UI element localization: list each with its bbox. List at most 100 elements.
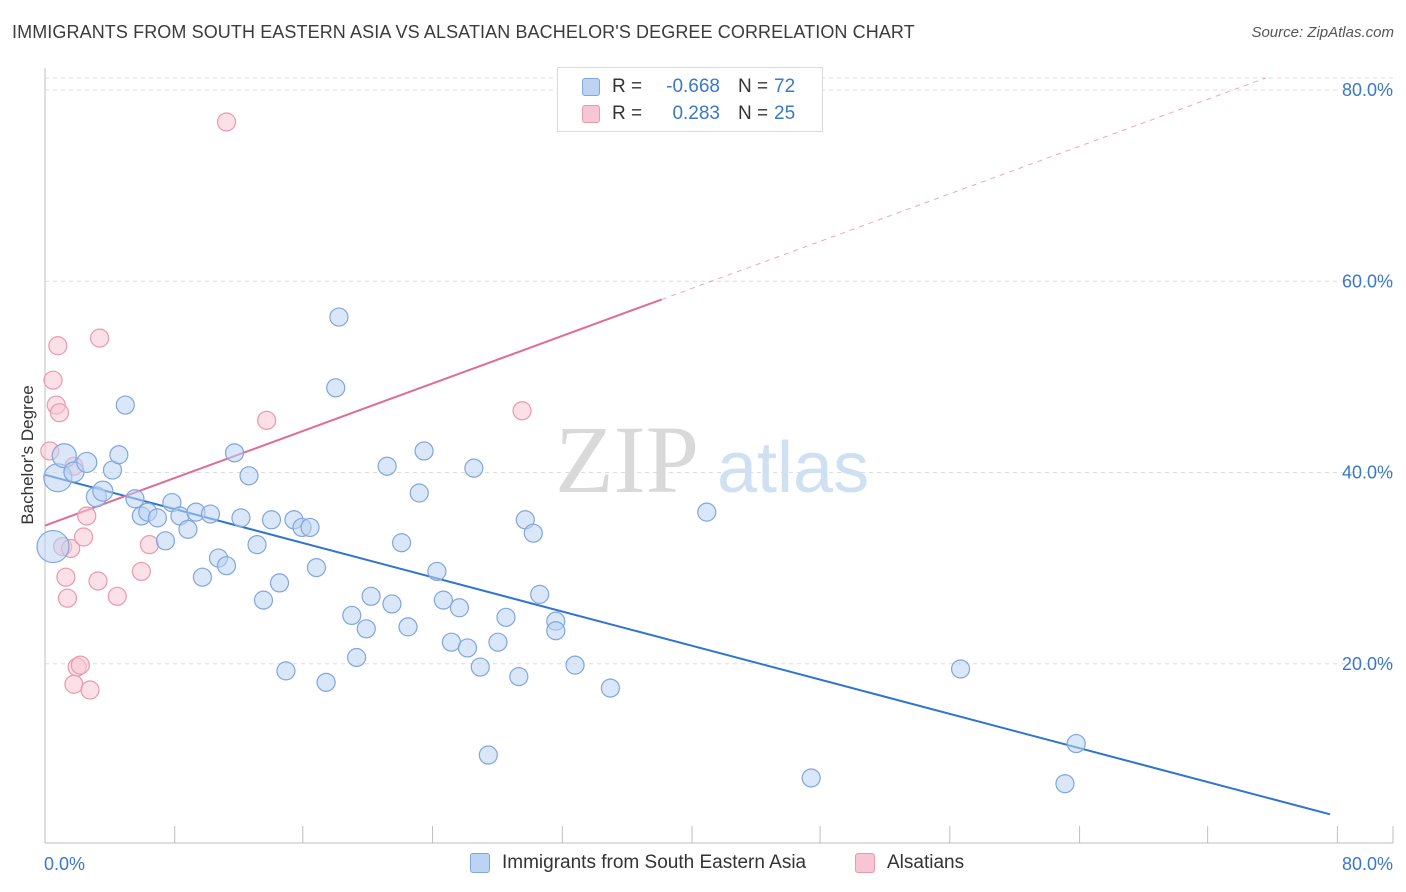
data-point-blue: [457, 638, 478, 658]
series-legend-item-blue[interactable]: Immigrants from South Eastern Asia: [470, 852, 806, 874]
data-point-blue: [216, 556, 237, 576]
legend-r-value: 0.283: [672, 103, 720, 124]
data-point-blue: [377, 456, 397, 476]
trend-lines: [44, 77, 1331, 816]
watermark-zip: ZIP: [555, 406, 699, 513]
data-point-blue: [326, 378, 346, 398]
data-point-blue: [530, 584, 550, 604]
data-point-blue: [329, 307, 349, 327]
data-point-pink: [80, 680, 100, 700]
legend-r-value: -0.668: [666, 76, 720, 97]
data-point-blue: [356, 619, 376, 639]
legend-swatch-blue: [582, 78, 600, 96]
data-point-pink: [49, 403, 70, 423]
data-point-blue: [470, 657, 490, 677]
data-point-blue: [509, 667, 529, 687]
data-point-blue: [200, 504, 221, 524]
series-legend-swatch-pink: [855, 853, 875, 873]
source-credit: Source: ZipAtlas.com: [1251, 24, 1394, 41]
legend-row-blue: R = -0.668 N = 72: [582, 75, 795, 99]
data-point-blue: [449, 598, 470, 618]
series-legend-swatch-blue: [470, 853, 490, 873]
series-legend: Immigrants from South Eastern Asia Alsat…: [0, 852, 1406, 878]
data-point-blue: [441, 632, 461, 652]
data-point-blue: [496, 607, 516, 627]
legend-r-label: R =: [612, 103, 643, 124]
data-point-blue: [347, 647, 367, 668]
y-tick-label: 60.0%: [1342, 271, 1393, 291]
series-legend-label: Alsatians: [887, 852, 965, 873]
data-point-blue: [697, 502, 717, 522]
data-point-blue: [1066, 733, 1086, 754]
data-point-blue: [300, 517, 320, 538]
data-point-pink: [57, 588, 78, 608]
y-tick-label: 40.0%: [1342, 463, 1393, 483]
data-point-blue: [147, 508, 168, 528]
legend-row-pink: R = 0.283 N = 25: [582, 102, 795, 126]
data-point-blue: [382, 594, 402, 614]
data-point-pink: [139, 535, 160, 555]
data-point-blue: [178, 519, 198, 539]
legend-n-value: 72: [774, 76, 796, 97]
trend-line-blue: [44, 473, 1331, 816]
data-point-pink: [512, 401, 532, 421]
data-point-blue: [239, 466, 259, 486]
data-point-pink: [107, 586, 127, 606]
data-point-blue: [276, 661, 296, 681]
tick-labels: 20.0% 40.0% 60.0% 80.0% 0.0% 80.0%: [44, 80, 1393, 874]
data-point-blue: [76, 451, 98, 474]
data-point-blue: [433, 590, 453, 610]
data-point-blue: [192, 567, 213, 587]
series-legend-label: Immigrants from South Eastern Asia: [502, 852, 807, 873]
series-legend-item-pink[interactable]: Alsatians: [855, 852, 964, 874]
data-point-blue: [109, 445, 129, 465]
data-point-blue: [269, 573, 290, 593]
y-tick-label: 20.0%: [1342, 654, 1393, 674]
data-point-pink: [48, 336, 68, 356]
data-point-blue: [478, 745, 498, 765]
data-point-blue: [1055, 774, 1075, 794]
trend-line-pink-projection: [661, 77, 1266, 300]
data-point-blue: [523, 523, 543, 543]
legend-swatch-pink: [582, 105, 600, 123]
data-point-pink: [77, 506, 97, 526]
data-point-pink: [70, 655, 90, 675]
data-point-blue: [316, 672, 336, 692]
data-point-blue: [427, 561, 447, 582]
data-point-blue: [409, 483, 429, 503]
data-point-pink: [216, 112, 237, 132]
data-point-pink: [56, 567, 76, 587]
data-point-blue: [247, 535, 267, 555]
trend-line-pink: [44, 298, 663, 527]
y-axis-label: Bachelor's Degree: [18, 385, 37, 524]
data-point-blue: [342, 605, 362, 626]
data-point-blue: [600, 678, 621, 698]
data-point-blue: [231, 508, 251, 528]
data-point-blue: [950, 659, 971, 679]
data-point-blue: [398, 617, 418, 637]
data-point-pink: [88, 571, 108, 591]
data-point-blue: [306, 557, 327, 578]
watermark-atlas: atlas: [717, 428, 869, 508]
legend-r-label: R =: [612, 76, 643, 97]
data-points: [36, 112, 1086, 794]
data-point-blue: [488, 632, 508, 652]
data-point-blue: [801, 768, 821, 788]
x-tick-label: 0.0%: [44, 854, 85, 874]
data-point-blue: [261, 510, 282, 530]
legend-n-value: 25: [774, 103, 796, 124]
data-point-pink: [43, 370, 63, 390]
data-point-pink: [131, 561, 151, 582]
y-tick-label: 80.0%: [1342, 80, 1393, 100]
data-point-blue: [125, 489, 145, 509]
data-point-blue: [224, 443, 245, 463]
data-point-blue: [36, 529, 70, 564]
data-point-pink: [73, 527, 94, 547]
data-point-blue: [155, 531, 176, 551]
data-point-blue: [391, 533, 412, 553]
data-point-blue: [464, 458, 484, 478]
watermark: ZIP atlas: [555, 406, 869, 513]
data-point-blue: [115, 395, 135, 415]
legend-n-label: N =: [738, 76, 769, 97]
